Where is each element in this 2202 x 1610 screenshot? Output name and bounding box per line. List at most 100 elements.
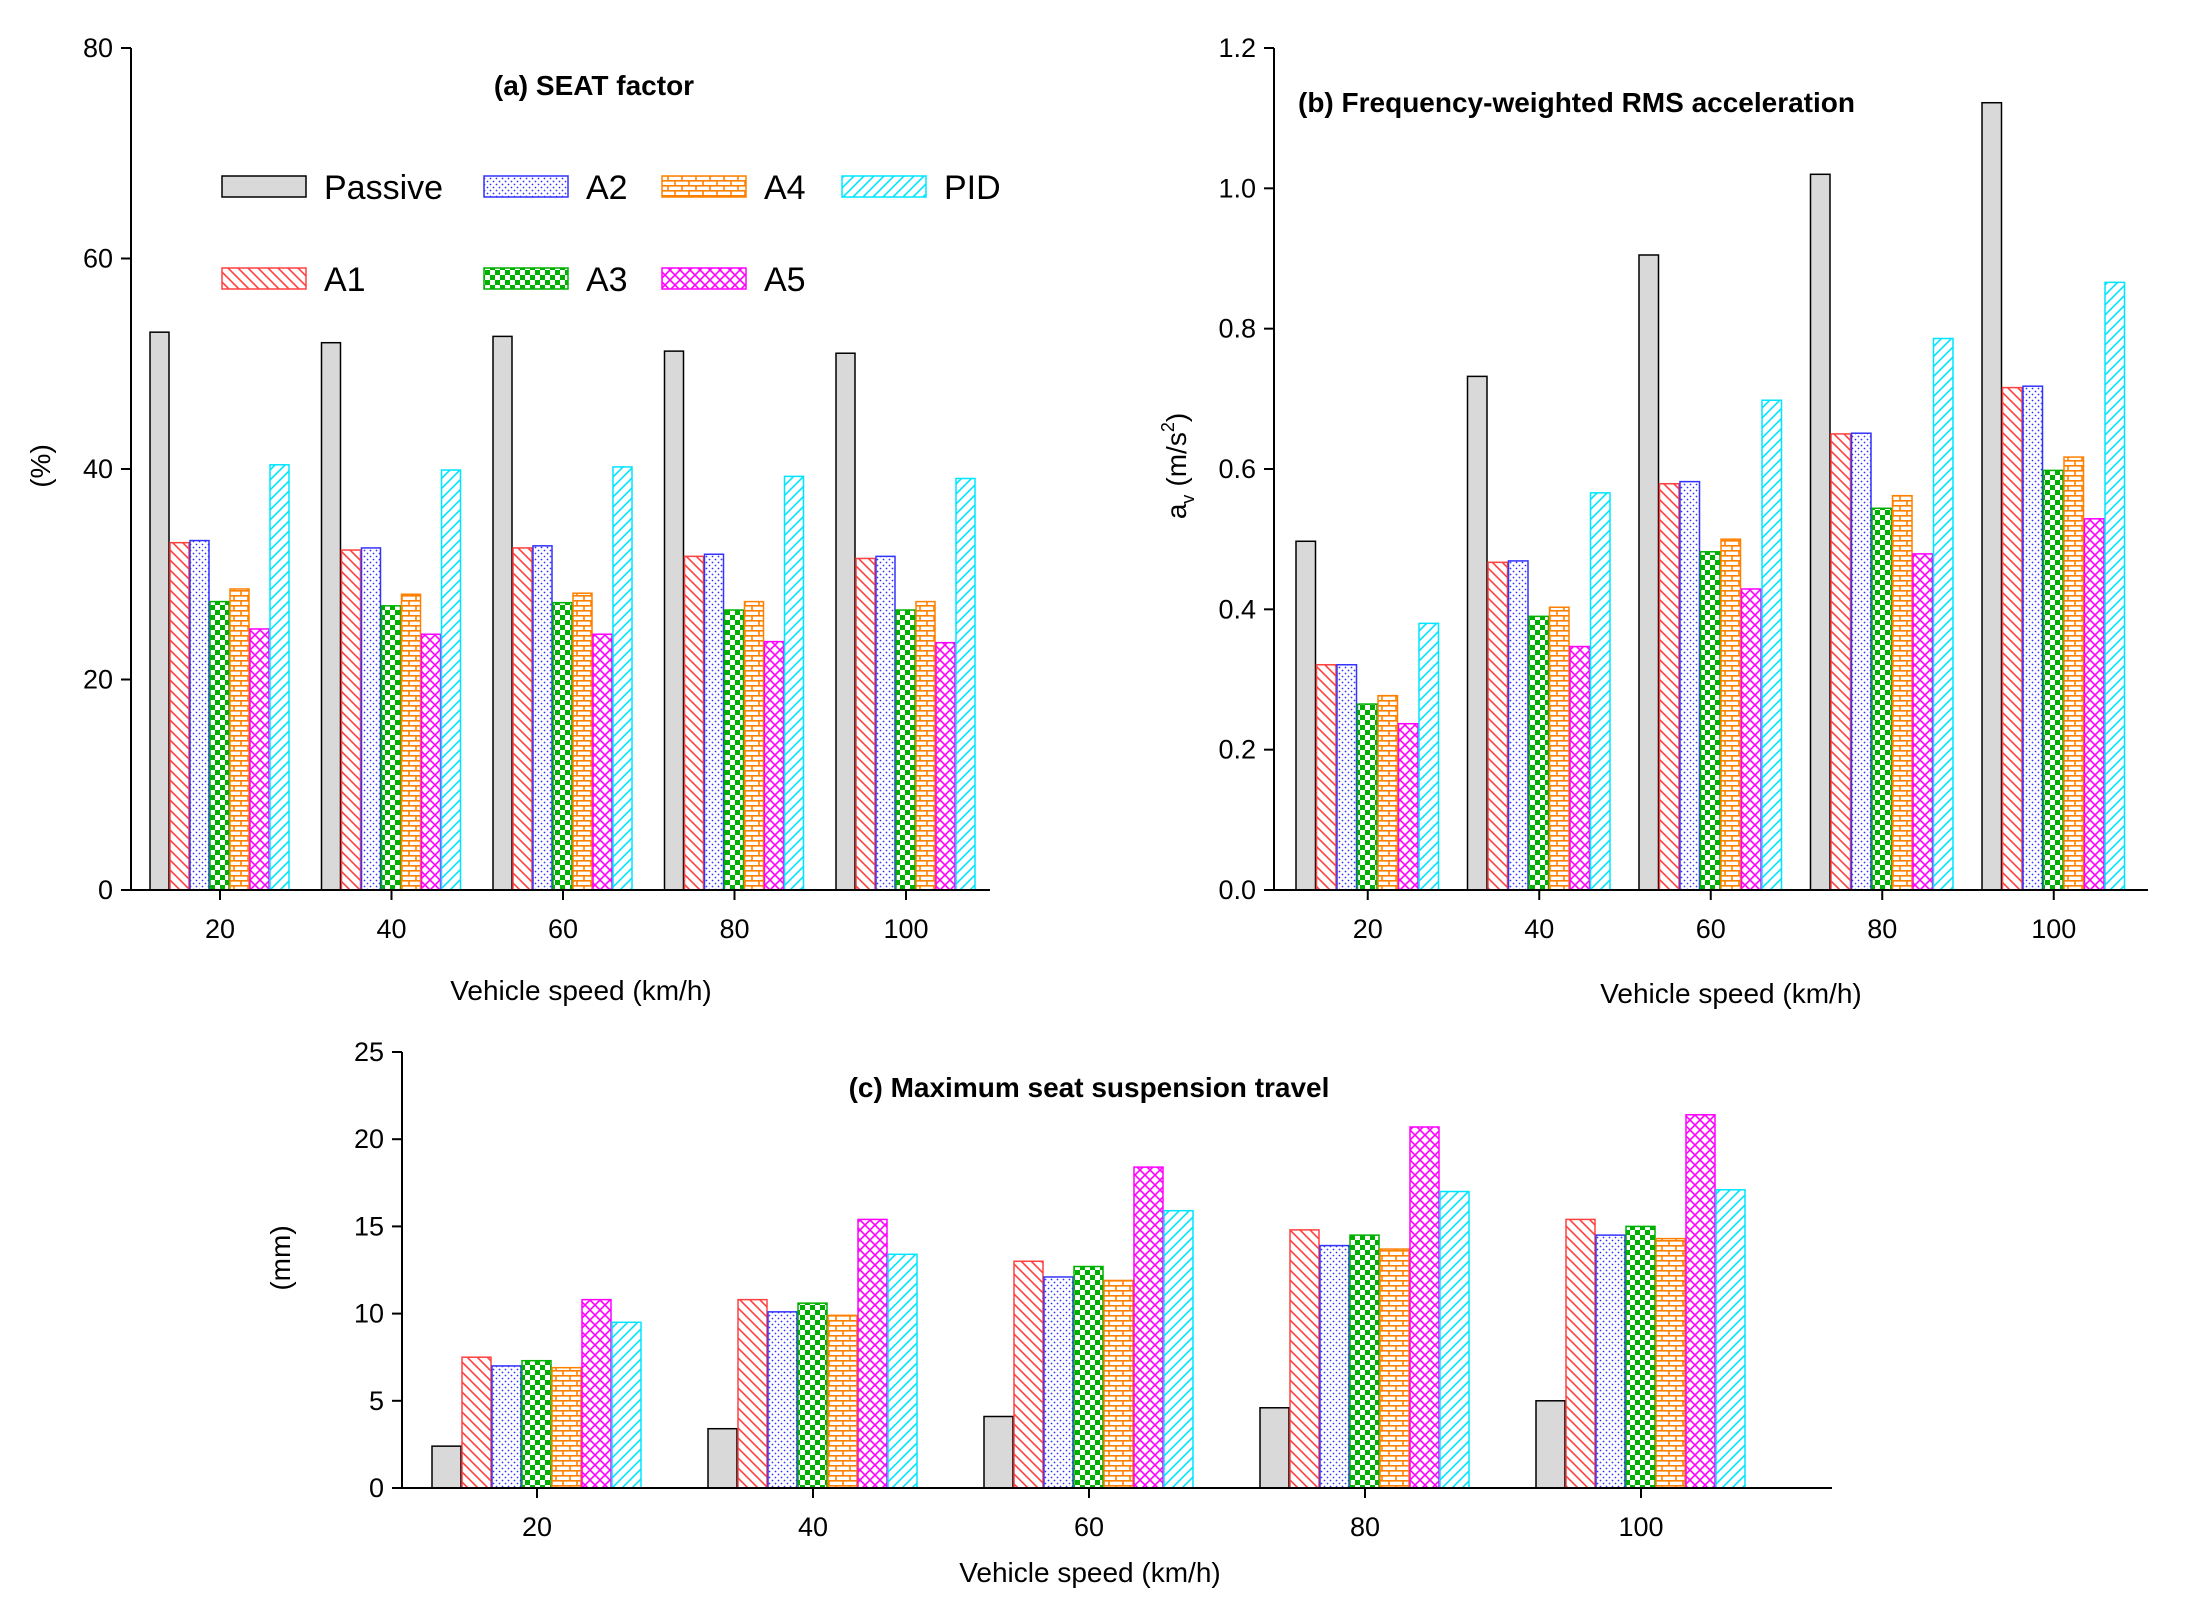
- chart-a-bar-a5-40: [420, 633, 442, 891]
- chart-c-ytick-label: 20: [354, 1124, 384, 1154]
- chart-a-bar-a3-40: [380, 605, 402, 891]
- legend-item-pid: PID: [841, 169, 1001, 207]
- chart-b-bar-a3-100: [2042, 469, 2064, 891]
- chart-c-bar-pid-100: [1715, 1189, 1746, 1489]
- chart-b-bar-passive-100: [1981, 101, 2003, 891]
- chart-a-bar-a1-40: [340, 549, 362, 891]
- legend-label-a4: A4: [764, 169, 806, 207]
- chart-a-xtick-label: 80: [719, 914, 749, 944]
- chart-b-bar-a5-80: [1912, 553, 1934, 891]
- legend-label-a3: A3: [586, 261, 628, 299]
- chart-c-bar-a4-40: [827, 1314, 858, 1489]
- chart-b-bar-a4-100: [2063, 456, 2085, 891]
- chart-c-title: (c) Maximum seat suspension travel: [849, 1072, 1330, 1103]
- chart-a-xtick-label: 100: [883, 914, 928, 944]
- chart-a-bar-a5-100: [935, 641, 956, 891]
- chart-b-bar-a4-40: [1548, 606, 1570, 891]
- chart-a-bar-a4-20: [229, 588, 250, 891]
- chart-b-bar-a4-60: [1720, 538, 1742, 891]
- chart-b-ytick-label: 1.0: [1218, 173, 1256, 203]
- chart-b-bar-a2-100: [2022, 385, 2044, 891]
- chart-a-bar-a1-80: [683, 555, 705, 891]
- chart-b-ytick-label: 0.0: [1218, 875, 1256, 905]
- chart-c-bar-passive-100: [1535, 1400, 1566, 1489]
- legend-item-a3: A3: [483, 261, 628, 299]
- chart-b-bar-a2-40: [1507, 560, 1529, 891]
- chart-c-bar-a3-20: [521, 1359, 552, 1489]
- chart-c-bar-a3-40: [797, 1302, 828, 1489]
- chart-a-bar-a1-60: [512, 547, 533, 891]
- chart-a-bar-a1-20: [169, 541, 190, 891]
- chart-c-bar-a1-20: [461, 1356, 492, 1489]
- chart-a-ytick-label: 20: [83, 665, 113, 695]
- chart-a-bar-a4-40: [400, 593, 422, 891]
- rms-acceleration-chart: (b) Frequency-weighted RMS acceleration …: [1158, 33, 2148, 1009]
- chart-b-ytick-label: 0.2: [1218, 735, 1256, 765]
- chart-a-bar-a3-80: [723, 609, 745, 891]
- chart-c-bar-pid-20: [611, 1321, 642, 1489]
- legend-swatch-pid: [841, 175, 927, 198]
- chart-b-bar-a2-80: [1850, 432, 1872, 891]
- chart-c-ytick-label: 5: [369, 1386, 384, 1416]
- chart-b-bar-pid-60: [1761, 399, 1783, 891]
- chart-c-bar-a1-100: [1565, 1218, 1596, 1489]
- chart-a-bar-passive-80: [663, 350, 685, 891]
- chart-b-bar-a2-20: [1336, 664, 1358, 891]
- chart-b-bar-passive-60: [1638, 254, 1660, 891]
- chart-a-ytick-label: 80: [83, 33, 113, 63]
- suspension-travel-chart: (c) Maximum seat suspension travel Vehic…: [265, 1037, 1832, 1588]
- chart-c-bar-a5-100: [1685, 1114, 1716, 1489]
- chart-a-bar-a5-20: [249, 628, 270, 891]
- chart-a-bar-a1-100: [855, 557, 876, 891]
- chart-c-xtick-label: 60: [1074, 1512, 1104, 1542]
- chart-a-bar-a2-60: [532, 545, 553, 891]
- chart-c-bar-pid-80: [1439, 1190, 1470, 1489]
- legend-swatch-a5: [661, 267, 747, 290]
- chart-a-bar-a2-100: [875, 555, 896, 891]
- chart-a-bar-passive-20: [149, 331, 170, 891]
- chart-a-ytick-label: 40: [83, 454, 113, 484]
- chart-b-bar-a5-40: [1569, 645, 1591, 891]
- chart-b-bar-passive-80: [1809, 173, 1831, 891]
- chart-a-xtick-label: 40: [376, 914, 406, 944]
- chart-a-ytick-label: 0: [98, 875, 113, 905]
- chart-a-bar-a5-80: [763, 640, 785, 891]
- chart-c-bar-a1-80: [1289, 1229, 1320, 1489]
- chart-a-xlabel: Vehicle speed (km/h): [450, 975, 711, 1006]
- chart-c-bar-a5-20: [581, 1298, 612, 1489]
- chart-a-bar-pid-100: [955, 477, 976, 891]
- chart-b-xtick-label: 40: [1524, 914, 1554, 944]
- chart-b-bar-a1-20: [1315, 664, 1337, 891]
- chart-a-bar-a3-100: [895, 609, 916, 891]
- chart-a-bar-passive-100: [835, 352, 856, 891]
- chart-c-bar-passive-60: [983, 1415, 1014, 1489]
- chart-b-ytick-label: 0.6: [1218, 454, 1256, 484]
- chart-c-bar-a2-60: [1043, 1276, 1074, 1489]
- chart-b-ylabel: av(m/s2): [1158, 413, 1198, 519]
- legend-label-a1: A1: [324, 261, 366, 299]
- legend-item-a5: A5: [661, 261, 806, 299]
- chart-c-bar-a2-40: [767, 1311, 798, 1489]
- chart-c-bar-pid-60: [1163, 1209, 1194, 1489]
- legend-swatch-a3: [483, 267, 569, 290]
- chart-b-bar-pid-80: [1932, 337, 1954, 891]
- chart-b-xtick-label: 60: [1696, 914, 1726, 944]
- chart-b-bar-a5-60: [1740, 588, 1762, 891]
- legend-label-a2: A2: [586, 169, 628, 207]
- chart-c-xtick-label: 40: [798, 1512, 828, 1542]
- chart-a-bar-a3-20: [209, 600, 230, 891]
- chart-c-bar-a5-80: [1409, 1126, 1440, 1489]
- chart-c-bar-a2-80: [1319, 1244, 1350, 1489]
- chart-a-bar-a5-60: [592, 633, 613, 891]
- chart-a-bar-a2-40: [360, 547, 382, 891]
- chart-c-bar-a4-60: [1103, 1279, 1134, 1489]
- legend-swatch-a2: [483, 175, 569, 198]
- chart-b-bar-a3-40: [1528, 615, 1550, 891]
- chart-b-ytick-label: 0.8: [1218, 314, 1256, 344]
- legend-label-pid: PID: [944, 169, 1001, 207]
- chart-b-bar-a1-40: [1487, 561, 1509, 891]
- seat-factor-chart: (a) SEAT factor Vehicle speed (km/h) (%)…: [25, 33, 1001, 1006]
- chart-a-bar-pid-80: [783, 475, 805, 891]
- chart-a-title: (a) SEAT factor: [494, 70, 694, 101]
